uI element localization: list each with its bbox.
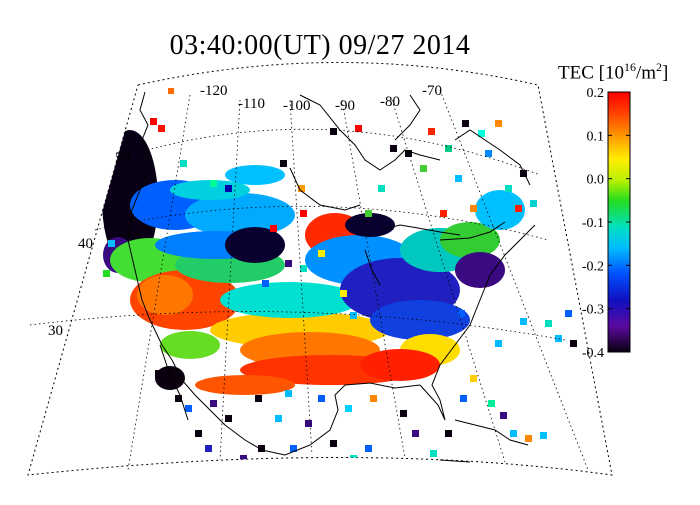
colorbar-tick-label: 0.2	[587, 86, 605, 101]
colorbar-tick-label: -0.3	[582, 303, 604, 318]
figure-title: 03:40:00(UT) 09/27 2014	[169, 30, 471, 61]
longitude-labels: -120 -110 -100 -90 -80 -70	[200, 83, 442, 114]
lon-label-100: -100	[283, 98, 311, 114]
lon-label-80: -80	[380, 94, 400, 110]
tec-data-layer	[102, 88, 577, 467]
coastlines	[127, 91, 536, 463]
graticule	[29, 89, 589, 471]
latitude-labels: 50 40 30	[48, 150, 130, 339]
colorbar-tick-label: -0.4	[582, 346, 604, 361]
colorbar-ticks: 0.2 0.1 0.0 -0.1 -0.2 -0.3 -0.4	[582, 86, 630, 361]
lon-label-110: -110	[238, 96, 265, 112]
lon-label-120: -120	[200, 83, 228, 99]
lon-label-90: -90	[335, 98, 355, 114]
lon-label-70: -70	[422, 83, 442, 99]
lat-label-30: 30	[48, 323, 63, 339]
lat-label-40: 40	[78, 236, 93, 252]
colorbar-tick-label: -0.2	[582, 259, 604, 274]
tec-sample-pixels	[103, 88, 577, 467]
colorbar-tick-label: -0.1	[582, 216, 604, 231]
lat-label-50: 50	[115, 150, 130, 166]
colorbar: 0.2 0.1 0.0 -0.1 -0.2 -0.3 -0.4	[582, 86, 631, 361]
colorbar-title: TEC [1016/m2]	[558, 60, 669, 84]
colorbar-tick-label: 0.0	[587, 173, 605, 188]
colorbar-tick-label: 0.1	[587, 129, 605, 144]
